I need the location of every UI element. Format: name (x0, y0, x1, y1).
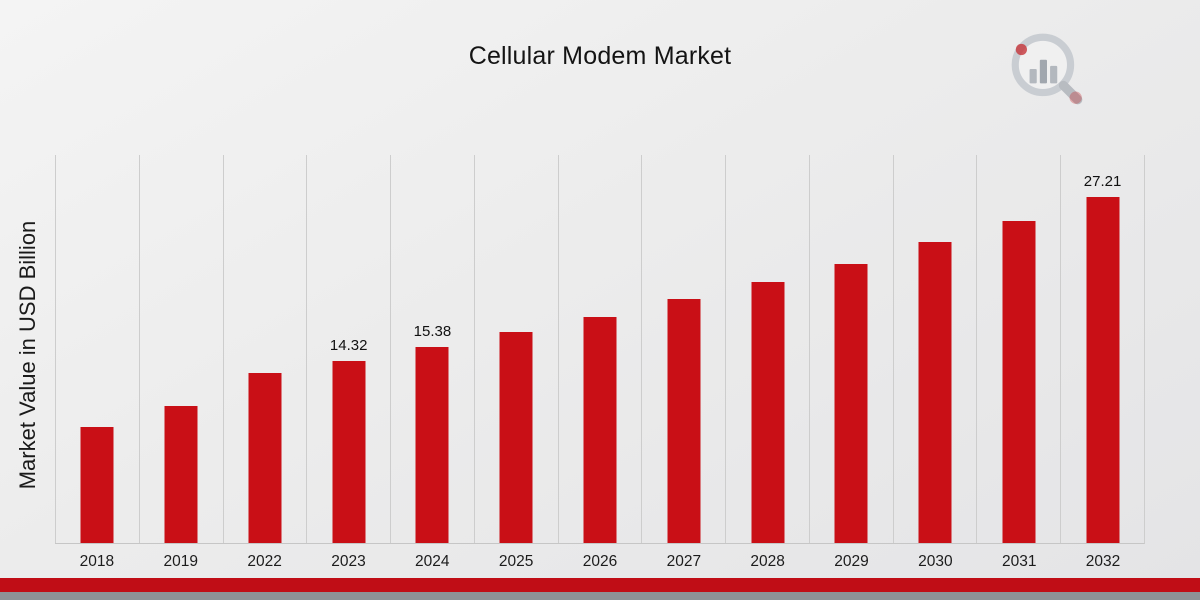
bar-value-label: 14.32 (329, 337, 368, 354)
bar (248, 373, 282, 543)
page-title: Cellular Modem Market (468, 42, 732, 70)
category-column (641, 155, 725, 543)
category-column (557, 155, 642, 543)
x-axis-tick-label: 2023 (331, 553, 366, 570)
bar (499, 332, 533, 543)
brand-logo-icon (1011, 33, 1083, 105)
x-axis-tick-label: 2030 (918, 553, 953, 570)
category-column (473, 155, 558, 543)
bar-value-label: 15.38 (413, 323, 452, 340)
chart-area: 14.32 15.38 27.21 2018 2019 2022 2023 2024 2025… (55, 155, 1145, 571)
bottom-red-stripe (0, 578, 1200, 592)
x-axis-labels: 2018 2019 2022 2023 2024 2025 2026 2027 2028 2029… (55, 544, 1145, 571)
x-axis-tick-label: 2028 (750, 553, 785, 570)
x-axis-tick-label: 2024 (415, 553, 450, 570)
bar (415, 347, 449, 543)
category-column (55, 155, 139, 543)
x-axis-tick-label: 2018 (79, 553, 115, 570)
chart-plot: 14.32 15.38 27.21 (55, 155, 1145, 544)
category-column: 27.21 (1060, 155, 1144, 543)
bar (667, 299, 701, 543)
bar (918, 242, 952, 543)
bar (751, 282, 784, 543)
category-column (892, 155, 977, 543)
category-column (725, 155, 809, 543)
bar (332, 361, 366, 543)
category-column: 15.38 (390, 155, 474, 543)
x-axis-tick-label: 2025 (498, 553, 534, 570)
bar (164, 406, 198, 543)
category-column (222, 155, 307, 543)
bar-value-label: 27.21 (1083, 173, 1122, 190)
x-axis-tick-label: 2019 (163, 553, 198, 570)
x-axis-tick-label: 2032 (1085, 553, 1121, 570)
bar (834, 264, 868, 543)
bar (1002, 221, 1036, 543)
bottom-gray-stripe (0, 592, 1200, 600)
x-axis-tick-label: 2027 (666, 553, 702, 570)
x-axis-tick-label: 2022 (247, 553, 282, 570)
x-axis-tick-label: 2026 (582, 553, 618, 570)
y-axis-label: Market Value in USD Billion (15, 220, 40, 490)
category-column (138, 155, 223, 543)
category-column: 14.32 (306, 155, 390, 543)
category-column (976, 155, 1060, 543)
x-axis-tick-label: 2031 (1001, 553, 1037, 570)
category-column (808, 155, 893, 543)
bar (583, 317, 617, 543)
bar (1086, 197, 1120, 543)
x-axis-tick-label: 2029 (834, 553, 869, 570)
bar (80, 427, 114, 543)
